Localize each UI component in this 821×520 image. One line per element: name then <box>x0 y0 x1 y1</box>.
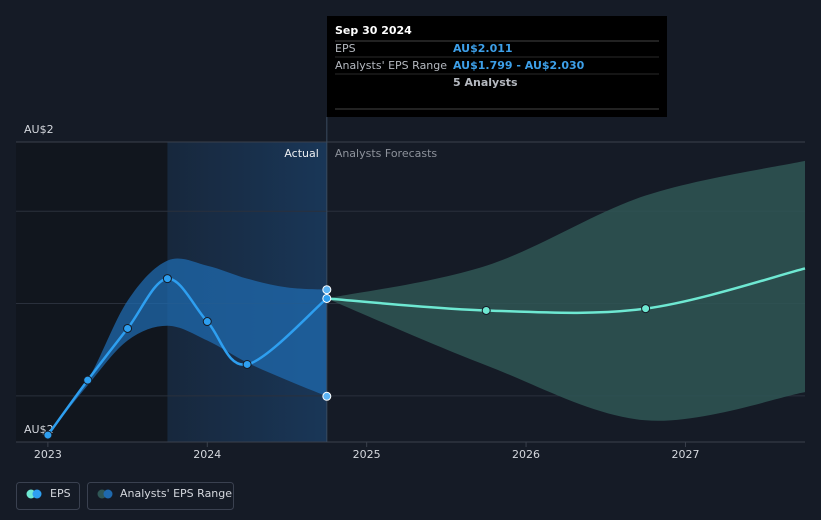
eps-point <box>43 430 53 440</box>
actual-range-band <box>47 258 327 436</box>
eps-point <box>322 293 332 303</box>
legend-swatch <box>32 489 42 499</box>
tooltip: Sep 30 2024 EPS AU$2.011 Analysts' EPS R… <box>327 16 667 117</box>
y-tick-label: AU$2 <box>24 123 54 136</box>
legend-box[interactable] <box>16 482 80 510</box>
forecast-line <box>326 267 806 315</box>
legend: EPS Analysts' EPS Range <box>16 482 234 510</box>
tooltip-value: AU$1.799 - AU$2.030 <box>453 59 585 72</box>
eps-point <box>83 375 93 385</box>
x-tick-label: 2023 <box>34 448 62 461</box>
tooltip-title: Sep 30 2024 <box>335 24 412 37</box>
tooltip-note: 5 Analysts <box>453 76 518 89</box>
forecast-point <box>481 305 491 315</box>
range-point <box>322 391 332 401</box>
legend-box[interactable] <box>87 482 234 510</box>
range-point <box>322 285 332 295</box>
tooltip-box <box>327 16 667 117</box>
eps-point <box>162 274 172 284</box>
forecast-label: Analysts Forecasts <box>335 147 438 160</box>
x-tick-label: 2025 <box>353 448 381 461</box>
tooltip-label: EPS <box>335 42 356 55</box>
actual-label: Actual <box>284 147 318 160</box>
forecast-point <box>641 304 651 314</box>
tooltip-value: AU$2.011 <box>453 42 513 55</box>
marks <box>43 117 806 442</box>
x-tick-label: 2024 <box>193 448 221 461</box>
forecast-range-band <box>326 160 805 421</box>
eps-point <box>242 359 252 369</box>
legend-label: Analysts' EPS Range <box>120 487 232 500</box>
eps-point <box>123 323 133 333</box>
tooltip-label: Analysts' EPS Range <box>335 59 447 72</box>
legend-label: EPS <box>50 487 71 500</box>
x-tick-label: 2026 <box>512 448 540 461</box>
x-tick-label: 2027 <box>671 448 699 461</box>
legend-swatch <box>103 489 113 499</box>
eps-point <box>202 317 212 327</box>
